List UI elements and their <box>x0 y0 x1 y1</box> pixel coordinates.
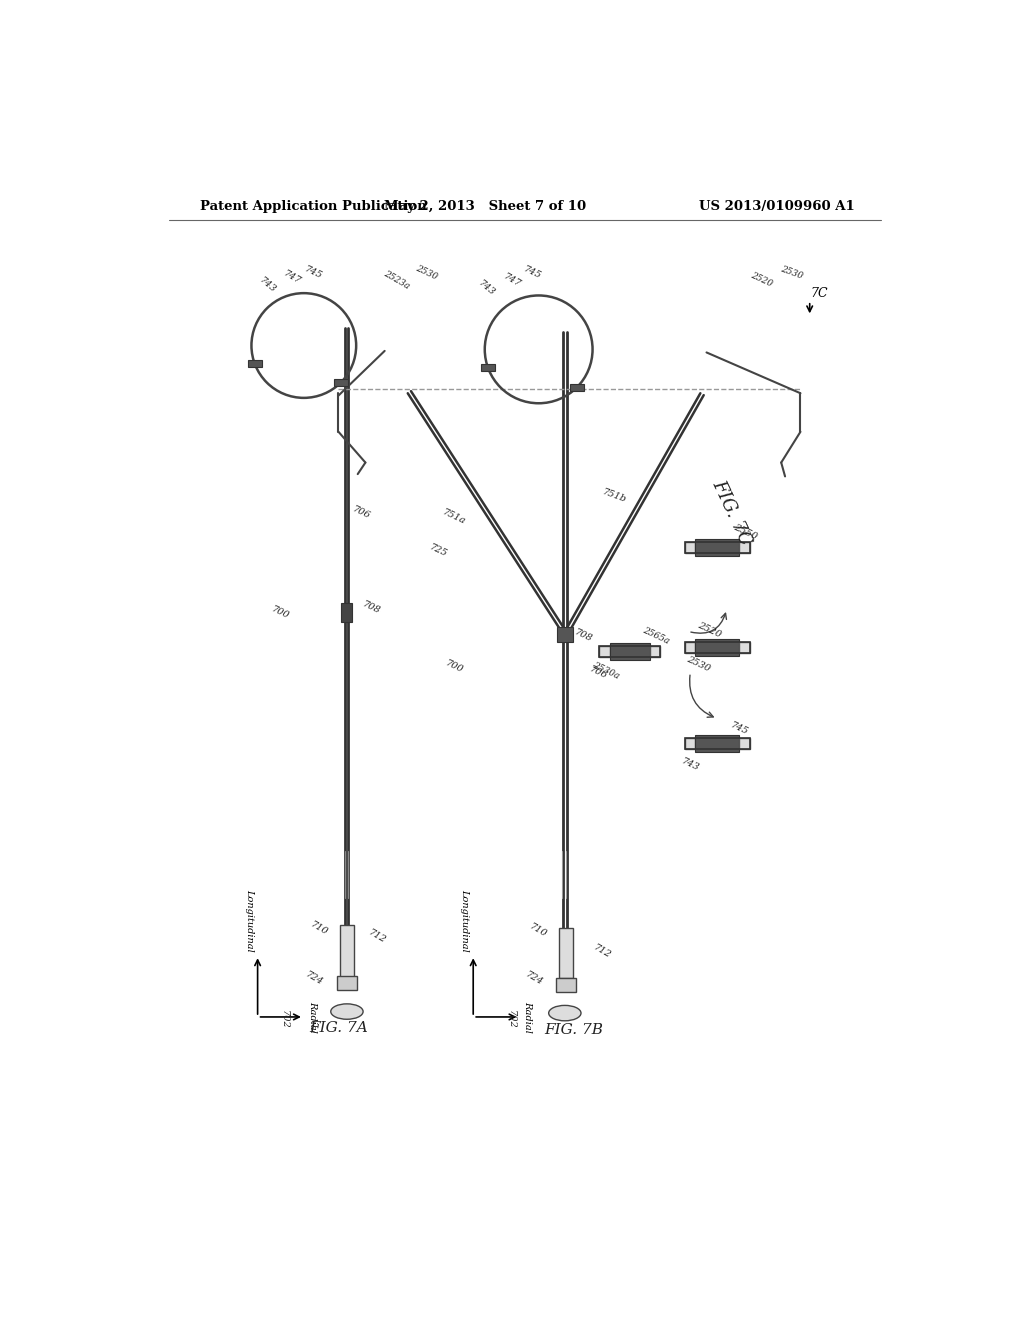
Text: FIG. 7A: FIG. 7A <box>309 1022 368 1035</box>
Text: 708: 708 <box>361 599 382 615</box>
Text: 702: 702 <box>507 1010 515 1028</box>
Text: Longitudinal: Longitudinal <box>461 888 469 952</box>
FancyBboxPatch shape <box>569 384 584 391</box>
Text: 724: 724 <box>303 970 325 987</box>
Ellipse shape <box>331 1005 364 1019</box>
Text: FIG. 7C: FIG. 7C <box>709 477 754 548</box>
Text: 712: 712 <box>367 928 387 945</box>
Text: 2520: 2520 <box>696 620 723 640</box>
Text: 745: 745 <box>303 264 324 280</box>
FancyBboxPatch shape <box>739 642 750 653</box>
Text: 2530: 2530 <box>779 264 804 281</box>
Text: 743: 743 <box>258 276 278 294</box>
Text: 708: 708 <box>572 628 594 644</box>
Text: 712: 712 <box>592 942 612 960</box>
Text: 706: 706 <box>351 504 372 520</box>
FancyBboxPatch shape <box>695 735 739 752</box>
FancyBboxPatch shape <box>341 603 352 622</box>
Ellipse shape <box>549 1006 581 1020</box>
Text: US 2013/0109960 A1: US 2013/0109960 A1 <box>698 199 854 213</box>
Text: 2530: 2530 <box>415 264 439 281</box>
FancyBboxPatch shape <box>695 539 739 556</box>
Text: 743: 743 <box>476 279 497 297</box>
FancyBboxPatch shape <box>609 643 649 660</box>
Text: 747: 747 <box>502 272 522 289</box>
FancyBboxPatch shape <box>248 360 261 367</box>
Text: 2520: 2520 <box>750 271 774 289</box>
Text: 747: 747 <box>282 269 303 286</box>
Text: May 2, 2013   Sheet 7 of 10: May 2, 2013 Sheet 7 of 10 <box>384 199 586 213</box>
Text: 745: 745 <box>522 264 543 280</box>
Text: 706: 706 <box>589 665 609 681</box>
FancyBboxPatch shape <box>557 627 572 642</box>
FancyBboxPatch shape <box>556 978 575 991</box>
FancyBboxPatch shape <box>649 645 660 656</box>
Text: 2530: 2530 <box>685 655 712 673</box>
FancyBboxPatch shape <box>739 738 750 748</box>
Text: Longitudinal: Longitudinal <box>245 888 254 952</box>
FancyBboxPatch shape <box>559 928 572 978</box>
FancyBboxPatch shape <box>685 738 695 748</box>
FancyBboxPatch shape <box>695 639 739 656</box>
Text: 724: 724 <box>523 970 545 987</box>
FancyBboxPatch shape <box>685 543 695 553</box>
FancyBboxPatch shape <box>685 642 695 653</box>
FancyBboxPatch shape <box>739 543 750 553</box>
Text: 710: 710 <box>528 923 549 940</box>
FancyBboxPatch shape <box>599 645 609 656</box>
Text: 700: 700 <box>443 659 464 675</box>
Text: 2523a: 2523a <box>382 269 411 290</box>
Text: 725: 725 <box>428 543 449 560</box>
Text: 7C: 7C <box>811 286 828 300</box>
Text: 751b: 751b <box>601 487 628 504</box>
Text: FIG. 7B: FIG. 7B <box>544 1023 603 1038</box>
Text: 700: 700 <box>270 605 291 620</box>
Text: Patent Application Publication: Patent Application Publication <box>200 199 427 213</box>
FancyBboxPatch shape <box>337 977 357 990</box>
FancyBboxPatch shape <box>334 379 348 385</box>
Text: 743: 743 <box>680 758 700 774</box>
Text: 702: 702 <box>280 1010 289 1028</box>
Text: 710: 710 <box>309 920 330 937</box>
Text: 751a: 751a <box>441 507 467 525</box>
Text: 2530a: 2530a <box>592 660 622 681</box>
Text: Radial: Radial <box>307 1001 316 1032</box>
Text: Radial: Radial <box>523 1001 532 1032</box>
Text: 745: 745 <box>729 721 750 737</box>
Text: 2550: 2550 <box>733 523 759 541</box>
FancyBboxPatch shape <box>340 924 354 978</box>
FancyBboxPatch shape <box>481 364 495 371</box>
Text: 2565a: 2565a <box>641 626 671 645</box>
